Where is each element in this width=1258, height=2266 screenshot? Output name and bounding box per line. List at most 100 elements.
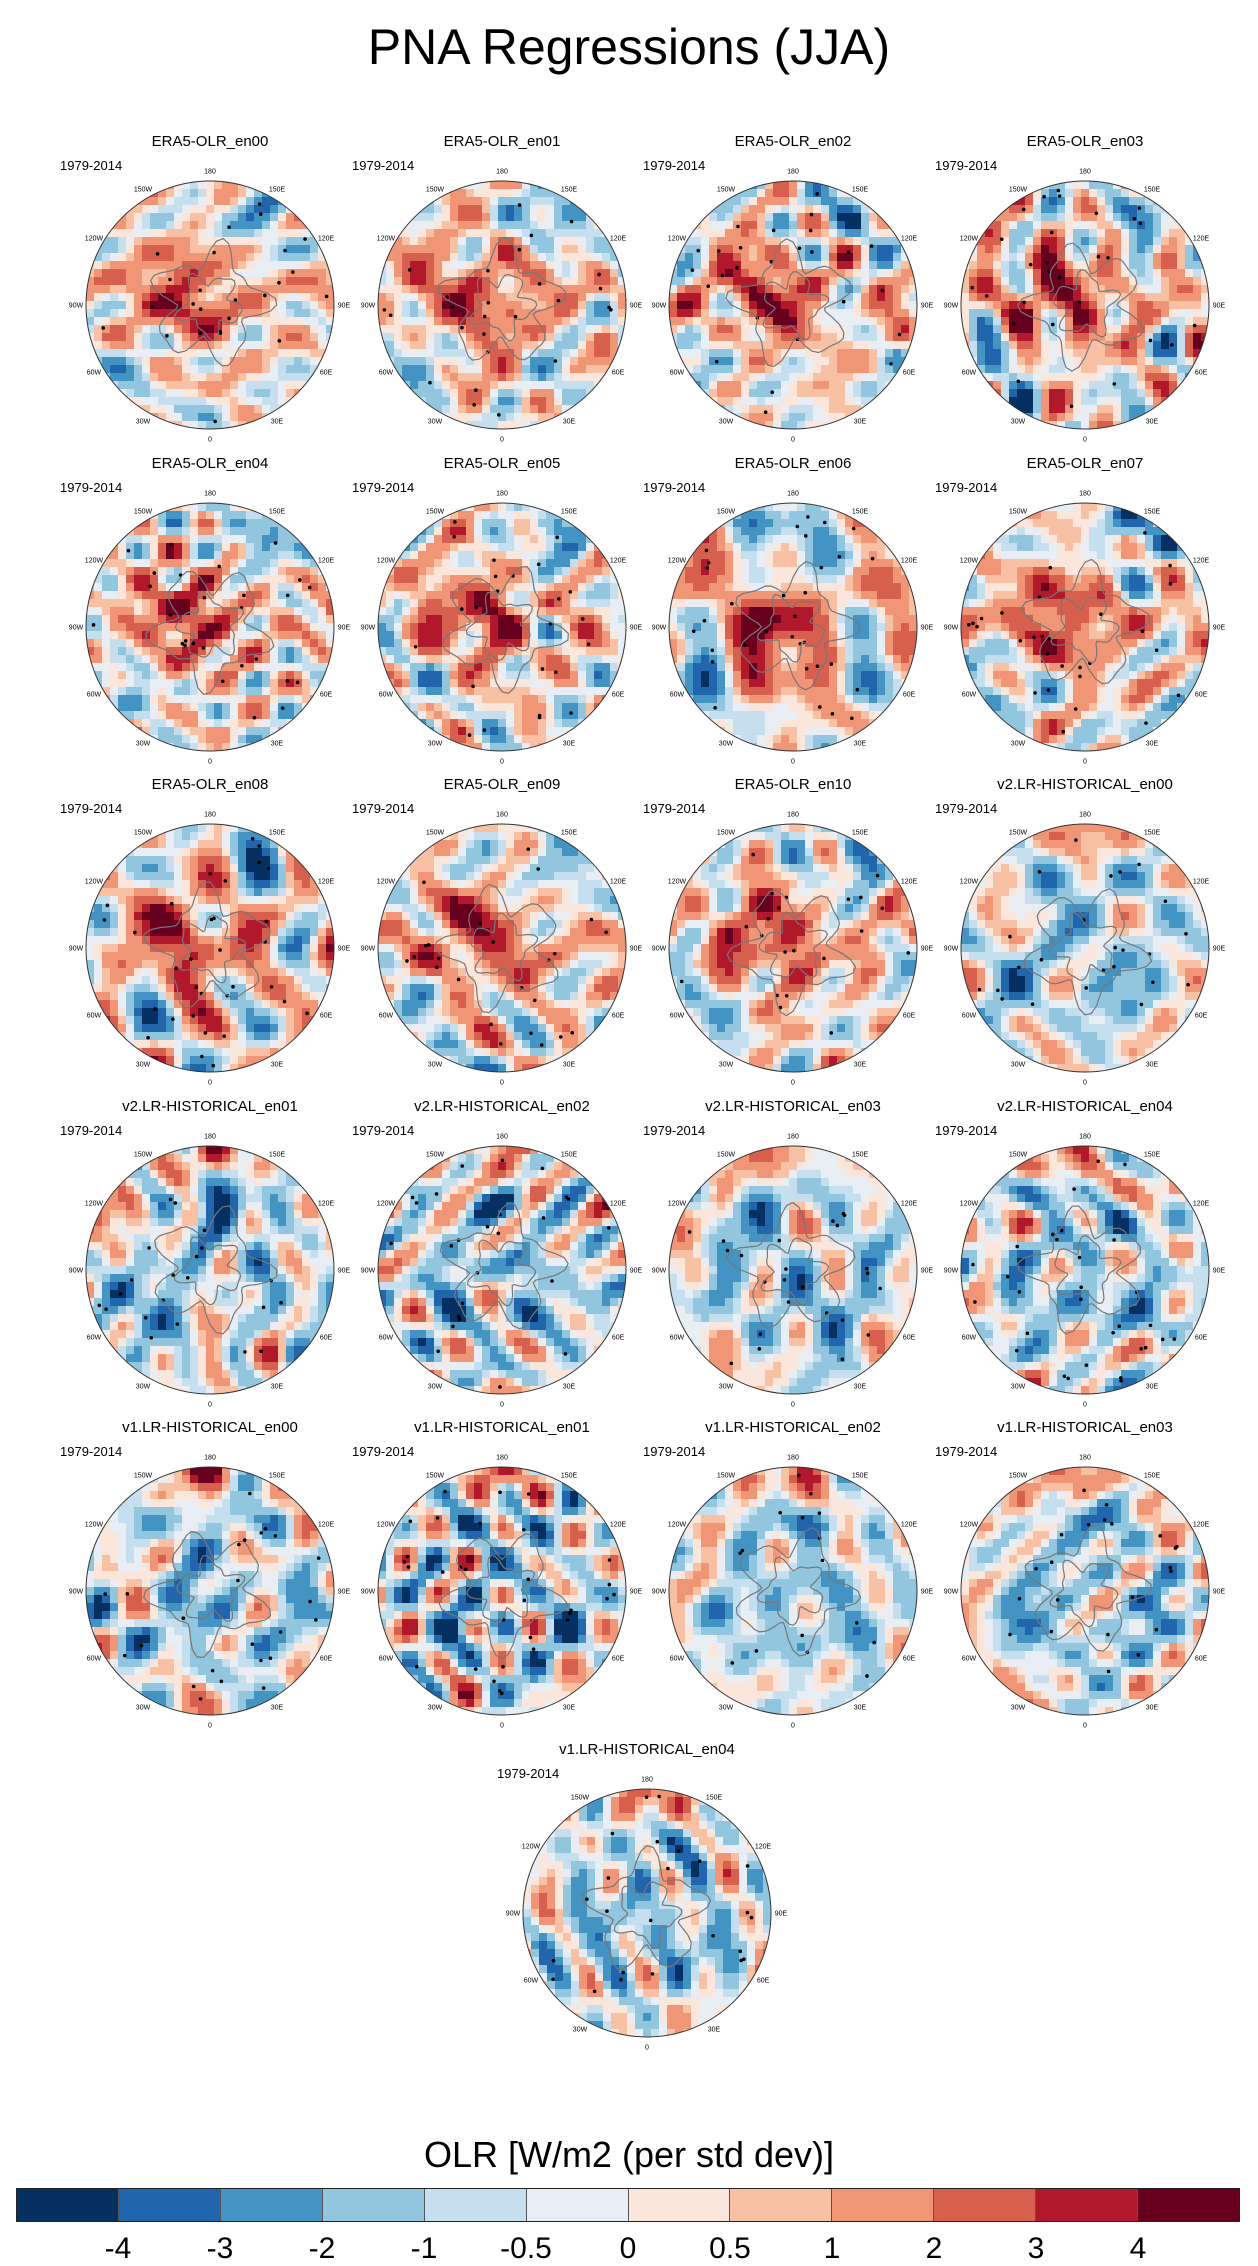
field-cell [514, 213, 523, 222]
field-cell [286, 583, 295, 592]
field-cell [310, 349, 319, 358]
field-cell [442, 285, 451, 294]
field-cell [498, 421, 507, 429]
field-cell [310, 647, 319, 656]
field-cell [198, 421, 207, 429]
field-cell [410, 575, 419, 584]
field-cell [442, 229, 451, 238]
field-cell [442, 599, 451, 608]
field-cell [394, 261, 403, 270]
field-cell [570, 543, 579, 552]
field-cell [514, 743, 523, 751]
field-cell [546, 269, 555, 278]
significance-dot [809, 212, 814, 217]
field-cell [126, 325, 135, 334]
field-cell [514, 631, 523, 640]
field-cell [789, 181, 798, 190]
field-cell [869, 357, 878, 366]
field-cell [1065, 253, 1074, 262]
field-cell [885, 365, 894, 374]
field-cell [1097, 317, 1106, 326]
field-cell [118, 341, 127, 350]
longitude-label: 120E [1193, 236, 1210, 243]
field-cell [318, 663, 327, 672]
field-cell [885, 285, 894, 294]
field-cell [474, 647, 483, 656]
field-cell [286, 349, 295, 358]
field-cell [985, 357, 994, 366]
field-cell [490, 349, 499, 358]
field-cell [102, 567, 111, 576]
significance-dot [513, 314, 518, 319]
field-cell [514, 397, 523, 406]
field-cell [482, 309, 491, 318]
field-cell [530, 397, 539, 406]
field-cell [482, 583, 491, 592]
field-cell [909, 277, 917, 286]
field-cell [246, 397, 255, 406]
field-cell [610, 309, 619, 318]
field-cell [410, 293, 419, 302]
field-cell [1177, 229, 1186, 238]
field-cell [118, 639, 127, 648]
field-cell [230, 527, 239, 536]
field-cell [270, 671, 279, 680]
field-cell [126, 301, 135, 310]
field-cell [498, 679, 507, 688]
field-cell [1161, 237, 1170, 246]
field-cell [442, 631, 451, 640]
field-cell [198, 631, 207, 640]
field-cell [150, 269, 159, 278]
field-cell [126, 655, 135, 664]
field-cell [326, 285, 334, 294]
field-cell [198, 607, 207, 616]
field-cell [853, 229, 862, 238]
field-cell [466, 349, 475, 358]
field-cell [693, 277, 702, 286]
field-cell [781, 325, 790, 334]
field-cell [198, 703, 207, 712]
field-cell [1145, 237, 1154, 246]
field-cell [434, 575, 443, 584]
field-cell [190, 213, 199, 222]
field-cell [562, 535, 571, 544]
field-cell [222, 357, 231, 366]
field-cell [254, 389, 263, 398]
field-cell [134, 671, 143, 680]
field-cell [270, 719, 279, 728]
field-cell [190, 543, 199, 552]
field-cell [562, 663, 571, 672]
field-cell [450, 229, 459, 238]
field-cell [142, 293, 151, 302]
field-cell [418, 277, 427, 286]
field-cell [230, 181, 239, 190]
field-cell [246, 535, 255, 544]
field-cell [1089, 261, 1098, 270]
field-cell [1169, 325, 1178, 334]
field-cell [685, 293, 694, 302]
field-cell [246, 623, 255, 632]
field-cell [765, 269, 774, 278]
field-cell [190, 253, 199, 262]
field-cell [789, 293, 798, 302]
field-cell [514, 655, 523, 664]
field-cell [1049, 277, 1058, 286]
field-cell [570, 365, 579, 374]
field-cell [142, 373, 151, 382]
field-cell [594, 639, 603, 648]
field-cell [166, 639, 175, 648]
field-cell [254, 623, 263, 632]
significance-dot [607, 305, 611, 310]
field-cell [877, 245, 886, 254]
field-cell [1089, 301, 1098, 310]
field-cell [126, 647, 135, 656]
field-cell [757, 189, 766, 198]
field-cell [1161, 381, 1170, 390]
field-cell [246, 349, 255, 358]
field-cell [514, 413, 523, 422]
field-cell [310, 607, 319, 616]
field-cell [214, 631, 223, 640]
longitude-label: 90E [338, 303, 351, 310]
field-cell [993, 245, 1002, 254]
field-cell [961, 301, 970, 310]
